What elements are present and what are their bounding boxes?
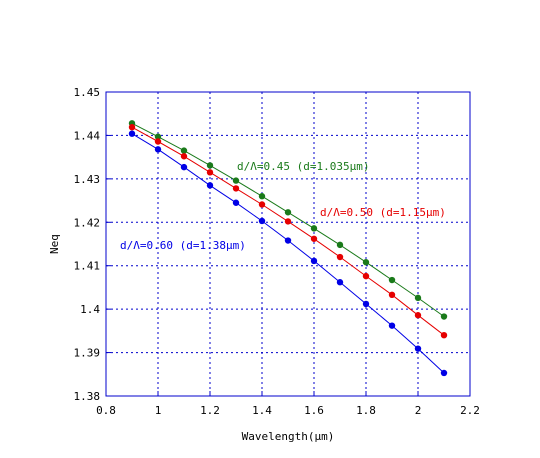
series-annotation-3: d/Λ=0.60 (d=1.38μm): [120, 239, 246, 252]
series-line-2: [131, 126, 445, 336]
y-tick-label: 1.4: [80, 303, 100, 316]
data-point-series-2: [336, 253, 344, 261]
data-point-series-2: [310, 235, 318, 242]
data-point-series-3: [258, 217, 266, 225]
data-point-series-3: [440, 369, 448, 377]
data-point-series-3: [128, 130, 136, 137]
x-tick-label: 0.8: [96, 404, 116, 417]
data-point-series-3: [336, 279, 344, 286]
series-annotation-1: d/Λ=0.45 (d=1.035μm): [237, 160, 369, 173]
y-tick-label: 1.43: [74, 173, 101, 186]
data-point-series-3: [414, 345, 422, 352]
data-point-series-3: [310, 257, 318, 265]
x-tick-labels: 0.8 1 1.2 1.4 1.6 1.8 2 2.2: [96, 391, 480, 417]
annotation-layer: d/Λ=0.45 (d=1.035μm) d/Λ=0.50 (d=1.15μm) d…: [120, 160, 446, 252]
data-point-series-2: [362, 272, 370, 280]
data-point-series-1: [310, 225, 318, 232]
plot-frame: [105, 91, 471, 397]
data-point-series-3: [232, 199, 240, 206]
data-point-series-3: [206, 182, 214, 189]
data-point-series-2: [232, 185, 240, 192]
data-point-series-1: [180, 147, 188, 154]
data-point-series-1: [362, 259, 370, 266]
data-point-series-2: [440, 332, 448, 339]
y-axis-label: Neq: [48, 234, 61, 254]
x-tick-label: 1: [155, 404, 162, 417]
data-point-series-2: [258, 201, 266, 208]
x-tick-label: 1.2: [200, 404, 220, 417]
data-point-series-3: [362, 300, 370, 308]
data-point-series-2: [128, 123, 136, 131]
y-tick-label: 1.41: [74, 260, 101, 273]
y-tick-label: 1.45: [74, 86, 101, 99]
data-point-series-2: [388, 291, 396, 299]
y-tick-labels: 1.38 1.39 1.4 1.41 1.42 1.43 1.44 1.45: [74, 86, 111, 403]
series-annotation-2: d/Λ=0.50 (d=1.15μm): [320, 206, 446, 219]
y-tick-label: 1.38: [74, 390, 101, 403]
data-point-series-2: [206, 169, 214, 176]
data-point-series-2: [284, 218, 292, 225]
data-point-series-1: [206, 162, 214, 169]
data-point-series-1: [284, 209, 292, 216]
data-point-series-1: [232, 177, 240, 184]
y-tick-label: 1.44: [74, 129, 101, 142]
x-tick-label: 2: [415, 404, 422, 417]
data-point-series-2: [414, 312, 422, 319]
x-tick-label: 2.2: [460, 404, 480, 417]
data-point-series-1: [154, 133, 162, 140]
data-point-series-1: [388, 276, 396, 284]
data-point-series-3: [284, 237, 292, 244]
data-point-series-1: [414, 294, 422, 302]
x-tick-label: 1.4: [252, 404, 272, 417]
x-tick-label: 1.8: [356, 404, 376, 417]
data-point-series-1: [440, 313, 448, 320]
data-point-series-2: [154, 138, 162, 145]
series-layer: [128, 120, 448, 377]
data-point-series-3: [154, 146, 162, 153]
data-point-series-2: [180, 153, 188, 160]
data-point-series-1: [336, 241, 344, 249]
data-point-series-3: [180, 163, 188, 171]
y-tick-label: 1.39: [74, 347, 101, 360]
data-point-series-1: [258, 193, 266, 200]
data-point-series-3: [388, 322, 396, 329]
x-axis-label: Wavelength(μm): [242, 430, 335, 443]
x-tick-label: 1.6: [304, 404, 324, 417]
y-tick-label: 1.42: [74, 216, 101, 229]
